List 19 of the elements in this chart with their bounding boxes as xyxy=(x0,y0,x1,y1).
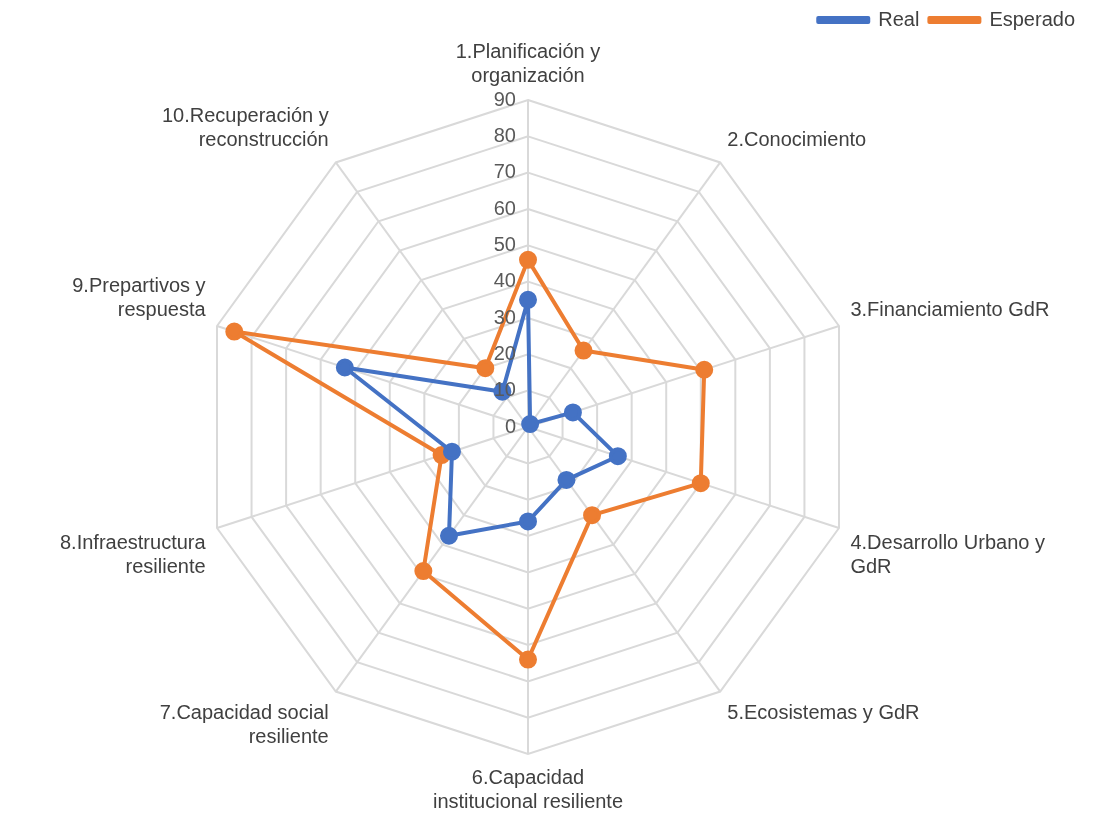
spoke-label: 7.Capacidad social resiliente xyxy=(159,700,329,747)
y-tick-label: 50 xyxy=(493,232,516,255)
spoke-label: 5.Ecosistemas y GdR xyxy=(727,700,920,723)
y-tick-label: 90 xyxy=(493,87,516,110)
spoke-label: 1.Planificación y organización xyxy=(455,39,601,86)
spoke-label: 9.Prepartivos y respuesta xyxy=(72,273,207,320)
y-tick-label: 0 xyxy=(504,414,516,437)
y-tick-label: 40 xyxy=(493,269,516,292)
spoke-label: 4.Desarrollo Urbano y GdR xyxy=(850,531,1045,578)
spoke-label: 3.Financiamiento GdR xyxy=(850,297,1050,320)
spoke-label: 10.Recuperación y reconstrucción xyxy=(161,104,329,151)
spoke-label: 2.Conocimiento xyxy=(727,128,867,151)
spoke-label: 6.Capacidad institucional resiliente xyxy=(432,765,624,812)
spoke-label: 8.Infraestructura resiliente xyxy=(59,531,207,578)
y-tick-label: 60 xyxy=(493,196,516,219)
legend-label: Real xyxy=(878,7,920,30)
y-tick-label: 80 xyxy=(493,123,516,146)
y-tick-label: 70 xyxy=(493,160,516,183)
legend-label: Esperado xyxy=(989,7,1076,30)
